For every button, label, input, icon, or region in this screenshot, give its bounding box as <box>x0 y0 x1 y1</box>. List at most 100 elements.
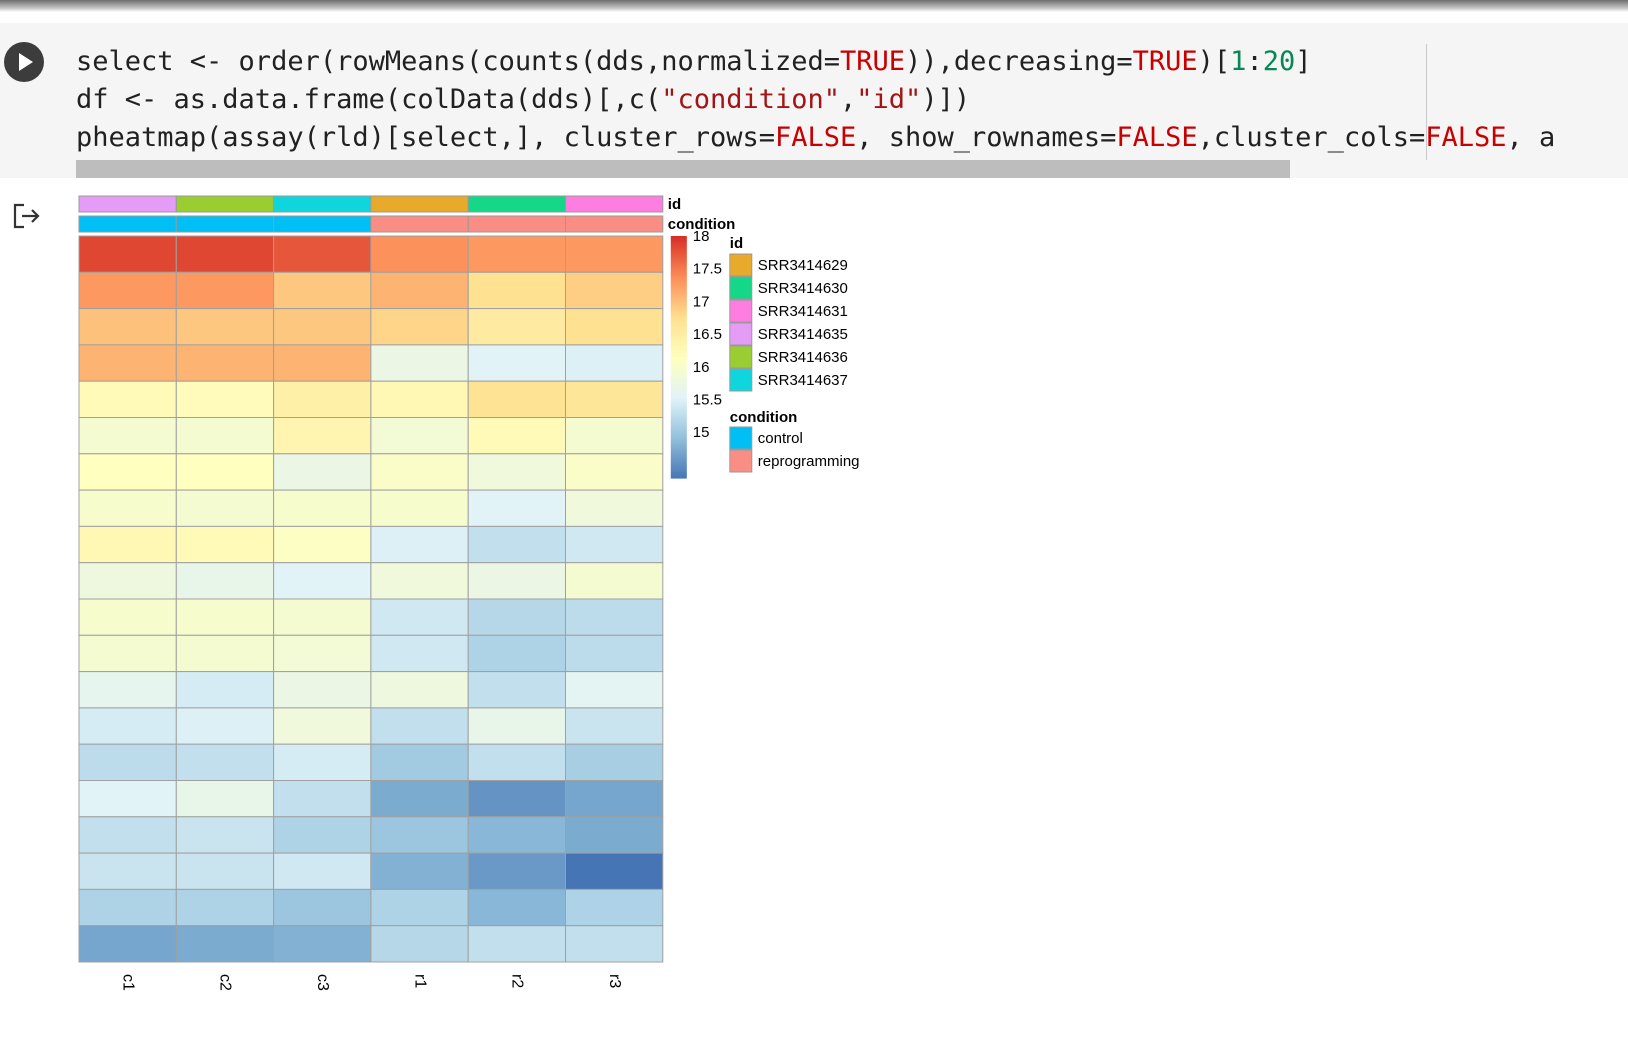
color-scale-segment <box>670 395 687 398</box>
color-scale-segment <box>670 342 687 346</box>
code-token: )),decreasing= <box>905 46 1133 77</box>
legend-id-label: SRR3414635 <box>758 326 848 343</box>
heatmap-cell <box>78 562 177 600</box>
color-scale-segment <box>670 304 687 308</box>
legend-condition-label: reprogramming <box>758 453 860 470</box>
heatmap-cell <box>273 489 372 527</box>
code-token: df <- as.data.frame(colData(dds)[,c( <box>76 84 662 115</box>
color-scale-segment <box>670 300 687 304</box>
color-scale-segment <box>670 236 687 239</box>
color-scale-segment <box>670 250 687 253</box>
color-scale-segment <box>670 352 687 356</box>
horizontal-scrollbar-thumb[interactable] <box>76 160 1290 178</box>
heatmap-cell <box>565 925 664 963</box>
heatmap-cell <box>565 525 664 564</box>
run-cell-button[interactable] <box>4 42 44 82</box>
heatmap-cell <box>175 780 275 818</box>
code-token: 1 <box>1230 46 1247 77</box>
color-scale-segment <box>670 278 687 281</box>
heatmap-cell <box>78 453 177 491</box>
heatmap-cell <box>370 598 469 636</box>
heatmap-cell <box>175 634 275 673</box>
color-scale-segment <box>670 282 687 285</box>
color-scale-segment <box>670 469 687 473</box>
heatmap-cell <box>273 598 372 636</box>
color-scale-segment <box>670 391 687 394</box>
annotation-condition-cell <box>273 215 372 233</box>
heatmap-cell <box>370 271 469 310</box>
color-scale-tick-label: 15.5 <box>693 392 722 409</box>
color-scale-tick-label: 16 <box>693 359 710 376</box>
color-scale-segment <box>670 270 687 273</box>
heatmap-cell <box>565 453 664 491</box>
heatmap-cell <box>273 852 372 890</box>
color-scale-segment <box>670 397 687 400</box>
heatmap-cell <box>78 598 177 636</box>
legend-id-label: SRR3414629 <box>758 257 848 274</box>
color-scale-segment <box>670 264 687 267</box>
heatmap-cell <box>565 634 664 673</box>
heatmap-cell <box>370 780 469 818</box>
heatmap-cell <box>78 489 177 527</box>
heatmap-cell <box>175 525 275 564</box>
color-scale-segment <box>670 465 687 469</box>
window-top-shadow <box>0 0 1628 12</box>
column-label: c2 <box>217 974 234 991</box>
color-scale-segment <box>670 248 687 251</box>
color-scale-segment <box>670 431 687 435</box>
code-token: ] <box>1295 46 1312 77</box>
color-scale-tick-label: 17 <box>693 293 710 310</box>
annotation-label-id: id <box>668 196 681 213</box>
code-token: , <box>840 84 857 115</box>
color-scale-segment <box>670 393 687 396</box>
color-scale-tick-label: 16.5 <box>693 326 722 343</box>
heatmap-cell <box>273 780 372 818</box>
code-editor[interactable]: select <- order(rowMeans(counts(dds,norm… <box>76 43 1610 161</box>
color-scale-segment <box>670 346 687 350</box>
color-scale-segment <box>670 441 687 445</box>
color-scale-segment <box>670 308 687 312</box>
color-scale-segment <box>670 453 687 457</box>
column-label: c1 <box>119 974 136 991</box>
color-scale-segment <box>670 266 687 269</box>
color-scale-segment <box>670 322 687 326</box>
heatmap-cell <box>78 235 177 273</box>
color-scale-segment <box>670 326 687 330</box>
heatmap-cell <box>273 562 372 600</box>
color-scale-segment <box>670 357 687 360</box>
color-scale-segment <box>670 340 687 344</box>
heatmap-cell <box>273 634 372 673</box>
heatmap-cell <box>175 925 275 963</box>
color-scale-segment <box>670 385 687 388</box>
color-scale-segment <box>670 387 687 390</box>
heatmap-cell <box>370 344 469 382</box>
color-scale-segment <box>670 433 687 437</box>
color-scale-segment <box>670 276 687 279</box>
color-scale-segment <box>670 290 687 294</box>
annotation-condition-cell <box>175 215 275 233</box>
code-token: pheatmap(assay(rld)[select,], cluster_ro… <box>76 122 775 153</box>
color-scale-segment <box>670 407 687 411</box>
color-scale-segment <box>670 338 687 342</box>
heatmap-cell <box>175 816 275 854</box>
output-exit-icon[interactable] <box>12 202 42 235</box>
color-scale-segment <box>670 242 687 245</box>
column-label: r3 <box>606 974 623 988</box>
code-token: : <box>1246 46 1263 77</box>
code-line: pheatmap(assay(rld)[select,], cluster_ro… <box>76 119 1610 157</box>
color-scale-segment <box>670 455 687 459</box>
column-label: c3 <box>314 974 331 991</box>
color-scale-segment <box>670 389 687 392</box>
heatmap-cell <box>370 308 469 346</box>
code-token: 20 <box>1262 46 1296 77</box>
code-cell[interactable] <box>0 23 1628 178</box>
annotation-id-cell <box>273 195 372 213</box>
code-token: "condition" <box>661 84 841 115</box>
heatmap-cell <box>370 489 469 527</box>
color-scale-segment <box>670 298 687 302</box>
color-scale-segment <box>670 244 687 247</box>
annotation-condition-cell <box>78 215 177 233</box>
heatmap-cell <box>273 671 372 709</box>
color-scale-segment <box>670 449 687 453</box>
heatmap-cell <box>78 271 177 310</box>
